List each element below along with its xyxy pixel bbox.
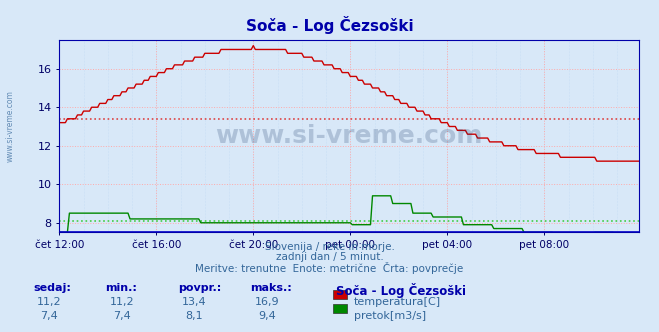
- Text: 11,2: 11,2: [37, 297, 62, 307]
- Text: www.si-vreme.com: www.si-vreme.com: [5, 90, 14, 162]
- Text: sedaj:: sedaj:: [33, 283, 71, 293]
- Text: Slovenija / reke in morje.: Slovenija / reke in morje.: [264, 242, 395, 252]
- Text: pretok[m3/s]: pretok[m3/s]: [354, 311, 426, 321]
- Text: temperatura[C]: temperatura[C]: [354, 297, 441, 307]
- Text: zadnji dan / 5 minut.: zadnji dan / 5 minut.: [275, 252, 384, 262]
- Text: Soča - Log Čezsoški: Soča - Log Čezsoški: [246, 16, 413, 34]
- Text: Soča - Log Čezsoški: Soča - Log Čezsoški: [336, 283, 466, 298]
- Text: 16,9: 16,9: [254, 297, 279, 307]
- Text: 7,4: 7,4: [41, 311, 58, 321]
- Text: www.si-vreme.com: www.si-vreme.com: [215, 124, 483, 148]
- Text: maks.:: maks.:: [250, 283, 292, 293]
- Text: min.:: min.:: [105, 283, 137, 293]
- Text: 7,4: 7,4: [113, 311, 130, 321]
- Text: 9,4: 9,4: [258, 311, 275, 321]
- Text: Meritve: trenutne  Enote: metrične  Črta: povprečje: Meritve: trenutne Enote: metrične Črta: …: [195, 262, 464, 274]
- Text: povpr.:: povpr.:: [178, 283, 221, 293]
- Text: 8,1: 8,1: [186, 311, 203, 321]
- Text: 11,2: 11,2: [109, 297, 134, 307]
- Text: 13,4: 13,4: [182, 297, 207, 307]
